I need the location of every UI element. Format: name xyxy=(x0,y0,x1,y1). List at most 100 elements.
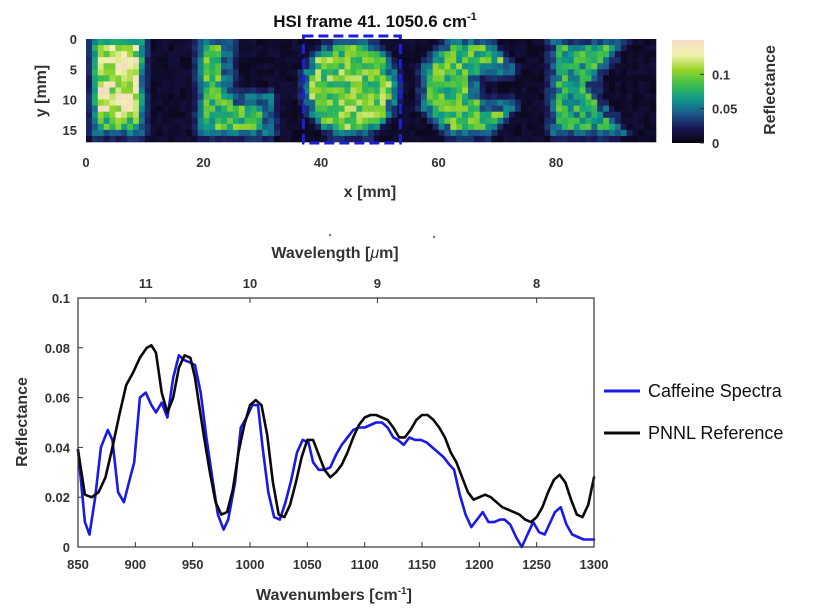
heatmap-cell xyxy=(244,57,251,64)
heatmap-cell xyxy=(644,51,651,58)
heatmap-cell xyxy=(491,105,498,113)
heatmap-cell xyxy=(350,135,357,143)
heatmap-cell xyxy=(438,129,445,137)
heatmap-cell xyxy=(608,63,616,70)
heatmap-cell xyxy=(444,111,451,119)
heatmap-cell xyxy=(514,129,522,137)
heatmap-cell xyxy=(338,39,345,46)
heatmap-cell xyxy=(315,117,322,125)
heatmap-cell xyxy=(368,117,375,125)
heatmap-cell xyxy=(203,129,210,137)
heatmap-cell xyxy=(526,99,533,106)
heatmap-cell xyxy=(309,51,316,58)
heatmap-cell xyxy=(356,63,363,70)
heatmap-cell xyxy=(544,129,551,137)
x-tick-label: 1150 xyxy=(408,557,436,572)
heatmap-cell xyxy=(262,69,269,76)
heatmap-cell xyxy=(133,45,140,52)
heatmap-cell xyxy=(626,105,633,113)
heatmap-cell xyxy=(238,129,245,137)
heatmap-cell xyxy=(432,111,439,119)
heatmap-cell xyxy=(162,129,169,137)
heatmap-cell xyxy=(115,69,122,76)
heatmap-cell xyxy=(109,105,116,113)
y-axis-label: Reflectance xyxy=(14,377,31,467)
heatmap-cell xyxy=(379,75,386,82)
heatmap-cell xyxy=(567,117,575,125)
heatmap-cell xyxy=(467,117,475,125)
heatmap-cell xyxy=(415,99,422,106)
heatmap-cell xyxy=(268,135,275,143)
heatmap-cell xyxy=(121,63,128,70)
heatmap-cell xyxy=(356,75,363,82)
heatmap-cell xyxy=(356,123,363,131)
heatmap-cell xyxy=(215,135,222,143)
heatmap-cell xyxy=(550,75,557,82)
heatmap-cell xyxy=(97,135,104,143)
heatmap-cell xyxy=(144,57,151,64)
heatmap-cell xyxy=(279,45,287,52)
heatmap-cell xyxy=(209,129,216,137)
heatmap-cell xyxy=(297,99,304,106)
heatmap-cell xyxy=(603,81,610,88)
heatmap-cell xyxy=(250,69,257,76)
heatmap-cell xyxy=(221,93,228,100)
heatmap-cell xyxy=(197,93,204,100)
heatmap-cell xyxy=(579,117,586,125)
heatmap-cell xyxy=(450,135,457,143)
heatmap-cell xyxy=(97,111,104,119)
heatmap-cell xyxy=(415,45,422,52)
heatmap-cell xyxy=(485,105,492,113)
heatmap-cell xyxy=(326,45,334,52)
heatmap-cell xyxy=(373,129,381,137)
heatmap-cell xyxy=(538,51,545,58)
heatmap-cell xyxy=(344,81,351,88)
heatmap-cell xyxy=(250,87,257,94)
x-tick-label: 950 xyxy=(182,557,204,572)
heatmap-cell xyxy=(232,63,240,70)
heatmap-cell xyxy=(103,87,110,94)
heatmap-cell xyxy=(268,81,275,88)
heatmap-cell xyxy=(426,57,433,64)
heatmap-cell xyxy=(133,135,140,143)
heatmap-cell xyxy=(409,63,416,70)
heatmap-cell xyxy=(467,39,475,46)
heatmap-cell xyxy=(309,81,316,88)
heatmap-cell xyxy=(526,117,533,125)
heatmap-cell xyxy=(197,75,204,82)
heatmap-cell xyxy=(415,63,422,70)
heatmap-cell xyxy=(232,129,240,137)
heatmap-cell xyxy=(403,39,410,46)
heatmap-cell xyxy=(473,105,481,113)
heatmap-cell xyxy=(614,69,622,76)
heatmap-cell xyxy=(467,57,475,64)
heatmap-cell xyxy=(227,81,234,88)
heatmap-cell xyxy=(462,69,469,76)
heatmap-cell xyxy=(268,117,275,125)
heatmap-cell xyxy=(579,75,586,82)
heatmap-cell xyxy=(338,45,345,52)
heatmap-cell xyxy=(209,51,216,58)
heatmap-cell xyxy=(115,81,122,88)
heatmap-cell xyxy=(597,129,604,137)
heatmap-cell xyxy=(221,135,228,143)
heatmap-cell xyxy=(444,39,451,46)
heatmap-cell xyxy=(191,75,198,82)
heatmap-cell xyxy=(491,87,498,94)
heatmap-cell xyxy=(632,99,639,106)
heatmap-cell xyxy=(227,129,234,137)
heatmap-cell xyxy=(297,63,304,70)
heatmap-cell xyxy=(368,87,375,94)
heatmap-cell xyxy=(309,87,316,94)
heatmap-cell xyxy=(285,135,292,143)
heatmap-cell xyxy=(409,117,416,125)
heatmap-cell xyxy=(232,93,240,100)
heatmap-cell xyxy=(573,63,580,70)
heatmap-cell xyxy=(156,45,163,52)
heatmap-cell xyxy=(297,81,304,88)
heatmap-cell xyxy=(650,75,657,82)
heatmap-cell xyxy=(97,57,104,64)
heatmap-cell xyxy=(597,39,604,46)
heatmap-cell xyxy=(603,135,610,143)
heatmap-cell xyxy=(291,87,298,94)
